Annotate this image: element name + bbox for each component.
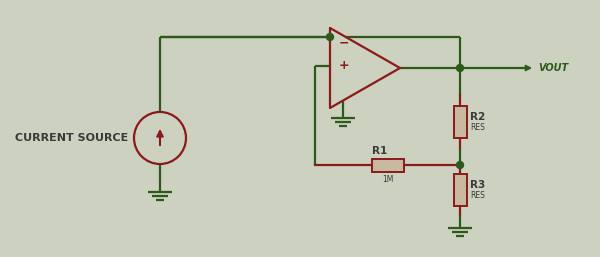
Text: RES: RES [470,191,485,200]
Circle shape [326,33,334,41]
Text: CURRENT SOURCE: CURRENT SOURCE [16,133,128,143]
Polygon shape [330,28,400,108]
Circle shape [134,112,186,164]
Text: R1: R1 [372,146,387,156]
Text: +: + [338,59,349,72]
Text: R2: R2 [470,112,485,122]
Circle shape [457,65,464,71]
Text: 1M: 1M [382,176,393,185]
Bar [454,106,467,137]
Circle shape [457,161,464,169]
Text: −: − [339,37,349,50]
Bar [371,159,404,171]
Bar [454,174,467,206]
Text: R3: R3 [470,180,485,190]
Text: RES: RES [470,123,485,132]
Text: VOUT: VOUT [538,63,568,73]
